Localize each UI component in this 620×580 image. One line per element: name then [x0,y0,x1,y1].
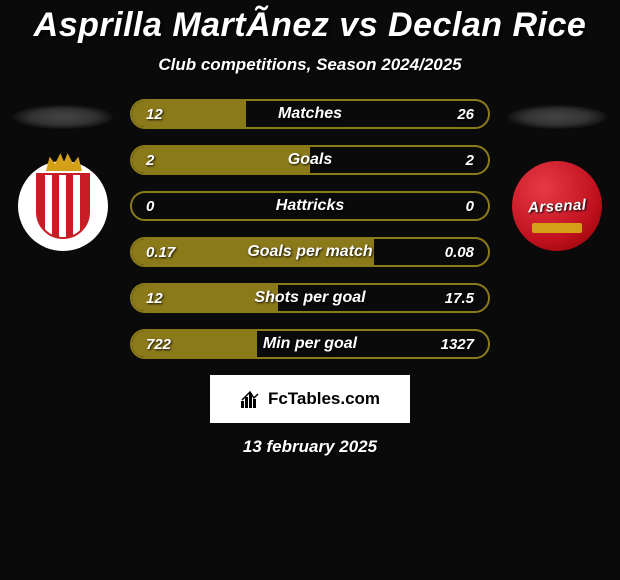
girona-crown-icon [46,153,82,171]
bar-chart-icon [240,389,262,409]
stat-value-right: 26 [457,106,474,123]
date-label: 13 february 2025 [0,437,620,457]
stat-value-left: 0.17 [146,244,175,261]
stat-bar-fill [132,147,310,173]
stat-value-left: 0 [146,198,154,215]
right-player-column: Arsenal [502,99,612,251]
stat-value-right: 1327 [441,336,474,353]
stat-label: Goals [288,151,332,169]
stat-label: Shots per goal [254,289,365,307]
page-title: Asprilla MartÃ­nez vs Declan Rice [0,6,620,45]
stat-label: Goals per match [247,243,372,261]
main-row: 12 Matches 26 2 Goals 2 0 Hattricks 0 0.17 Goals p… [0,99,620,359]
stat-value-right: 17.5 [445,290,474,307]
arsenal-text-icon: Arsenal [527,196,586,216]
shadow-ellipse-left [13,105,113,129]
girona-crest-icon [18,161,108,251]
girona-shield-icon [36,173,90,239]
stat-value-left: 722 [146,336,171,353]
stat-value-right: 0.08 [445,244,474,261]
shadow-ellipse-right [507,105,607,129]
comparison-infographic: Asprilla MartÃ­nez vs Declan Rice Club c… [0,0,620,457]
stat-bar: 12 Matches 26 [130,99,490,129]
stat-label: Hattricks [276,197,344,215]
stat-bar: 722 Min per goal 1327 [130,329,490,359]
subtitle: Club competitions, Season 2024/2025 [0,55,620,75]
arsenal-cannon-icon [532,223,582,233]
stat-bar: 0.17 Goals per match 0.08 [130,237,490,267]
stat-value-right: 0 [466,198,474,215]
attribution-badge: FcTables.com [210,375,410,423]
stat-value-left: 12 [146,106,163,123]
stat-label: Min per goal [263,335,357,353]
stat-value-right: 2 [466,152,474,169]
attribution-text: FcTables.com [268,389,380,409]
stat-bar: 12 Shots per goal 17.5 [130,283,490,313]
left-player-column [8,99,118,251]
stat-value-left: 12 [146,290,163,307]
stat-label: Matches [278,105,342,123]
stats-column: 12 Matches 26 2 Goals 2 0 Hattricks 0 0.17 Goals p… [130,99,490,359]
arsenal-crest-icon: Arsenal [512,161,602,251]
stat-bar: 2 Goals 2 [130,145,490,175]
stat-value-left: 2 [146,152,154,169]
stat-bar: 0 Hattricks 0 [130,191,490,221]
